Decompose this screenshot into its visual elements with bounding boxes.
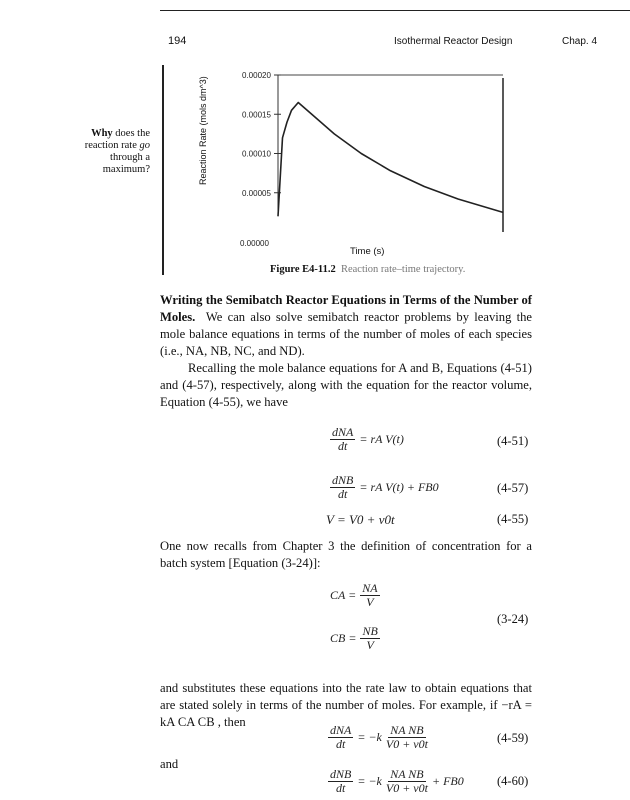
margin-note: Why does the reaction rate go through a … xyxy=(72,128,150,176)
eq-num: NA NB xyxy=(388,723,426,738)
eq-den: V xyxy=(366,595,374,609)
eq-rhs: = −k xyxy=(357,774,382,788)
caption-label: Figure E4-11.2 xyxy=(270,264,336,275)
equation-4-60: dNB dt = −k NA NB V0 + v0t + FB0 xyxy=(328,768,464,795)
rate-curve xyxy=(277,101,504,217)
y-axis-label: Reaction Rate (mols dm^3) xyxy=(198,76,208,185)
eq-num: dNB xyxy=(328,767,354,782)
equation-label: (4-59) xyxy=(497,731,529,745)
section-heading: Writing the Semibatch Reactor Equations … xyxy=(160,293,532,324)
eq-num: dNA xyxy=(328,723,354,738)
paragraph-2: Recalling the mole balance equations for… xyxy=(160,361,532,409)
eq-num: NA xyxy=(360,581,380,596)
paragraph-1: We can also solve semibatch reactor prob… xyxy=(160,310,533,358)
margin-note-italic: go xyxy=(139,140,151,151)
section-intro: Writing the Semibatch Reactor Equations … xyxy=(160,292,532,360)
equation-label: (4-55) xyxy=(497,512,529,526)
page-number: 194 xyxy=(168,35,187,47)
figure-caption: Figure E4-11.2 Reaction rate–time trajec… xyxy=(270,264,465,275)
reaction-rate-chart: 0.00000 0.00005 0.00010 0.00015 0.00020 xyxy=(240,71,504,248)
eq-den: dt xyxy=(338,439,348,453)
eq-num: dNB xyxy=(330,473,356,488)
y-tick-label: 0.00010 xyxy=(242,150,271,159)
eq-num: NA NB xyxy=(388,767,426,782)
y-tick-label: 0.00015 xyxy=(242,110,271,119)
x-axis-label: Time (s) xyxy=(350,246,385,257)
y-tick-label: 0.00020 xyxy=(242,71,271,80)
eq-num: dNA xyxy=(330,425,356,440)
paragraph-3: One now recalls from Chapter 3 the defin… xyxy=(160,539,532,570)
paragraph-4: and substitutes these equations into the… xyxy=(160,681,532,729)
margin-note-text: does the reaction rate xyxy=(84,128,150,151)
eq-rhs: = rA V(t) + FB0 xyxy=(359,480,439,494)
eq-den: dt xyxy=(336,737,346,751)
equation-label: (3-24) xyxy=(497,612,529,626)
running-title: Isothermal Reactor Design xyxy=(394,36,513,47)
eq-den: V xyxy=(366,638,374,652)
eq-rhs: = −k xyxy=(357,730,382,744)
eq-den: V0 + v0t xyxy=(385,737,428,751)
top-rule xyxy=(160,10,630,11)
equation-4-57: dNB dt = rA V(t) + FB0 xyxy=(330,474,439,501)
chapter-label: Chap. 4 xyxy=(562,36,598,47)
equation-label: (4-60) xyxy=(497,774,529,788)
margin-bar xyxy=(162,65,164,275)
equation-label: (4-51) xyxy=(497,434,529,448)
caption-text: Reaction rate–time trajectory. xyxy=(340,264,466,275)
eq-rhs: = rA V(t) xyxy=(359,432,404,446)
and-text: and xyxy=(160,757,179,771)
equation-ca: CA = NA V xyxy=(330,582,380,609)
eq-den: dt xyxy=(338,487,348,501)
eq-rhs: + FB0 xyxy=(431,774,464,788)
equation-4-51: dNA dt = rA V(t) xyxy=(330,426,404,453)
margin-note-text-2: through a maximum? xyxy=(102,152,150,175)
y-tick-label: 0.00000 xyxy=(240,239,269,248)
equation-cb: CB = NB V xyxy=(330,625,380,652)
eq-den: dt xyxy=(336,781,346,795)
eq-lhs: CA = xyxy=(330,588,357,602)
margin-note-bold: Why xyxy=(91,128,113,139)
equation-4-59: dNA dt = −k NA NB V0 + v0t xyxy=(328,724,428,751)
equation-4-55: V = V0 + v0t xyxy=(326,512,395,527)
equation-label: (4-57) xyxy=(497,481,529,495)
eq-lhs: CB = xyxy=(330,631,357,645)
eq-den: V0 + v0t xyxy=(385,781,428,795)
y-tick-label: 0.00005 xyxy=(242,189,271,198)
eq-num: NB xyxy=(360,624,380,639)
